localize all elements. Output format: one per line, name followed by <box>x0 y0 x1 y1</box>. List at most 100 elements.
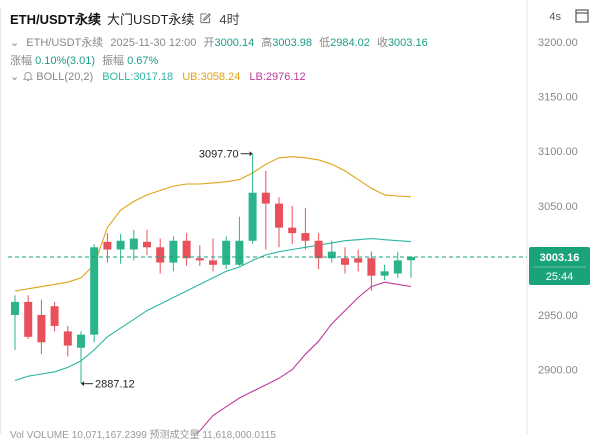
candle-down[interactable] <box>209 238 217 272</box>
candle-down[interactable] <box>275 197 283 248</box>
candle-body <box>103 241 112 250</box>
candle-body <box>63 331 72 346</box>
ohlc-collapse-icon[interactable]: ⌄ <box>10 37 20 49</box>
current-price-tag[interactable]: 3003.16 25:44 <box>529 246 590 285</box>
current-price-value: 3003.16 <box>540 252 580 264</box>
candle-down[interactable] <box>103 233 112 263</box>
candle-body <box>301 233 310 241</box>
candle-down[interactable] <box>261 170 270 250</box>
candle-down[interactable] <box>354 249 363 272</box>
boll-indicator-label[interactable]: BOLL(20,2) <box>36 71 94 83</box>
candle-body <box>327 251 336 259</box>
bell-icon[interactable] <box>23 71 34 81</box>
candle-up[interactable] <box>248 153 257 245</box>
low-value: 2984.02 <box>330 37 370 49</box>
candle-body <box>169 240 178 263</box>
boll-mid-value: BOLL:3017.18 <box>102 71 174 83</box>
candle-down[interactable] <box>37 299 46 355</box>
candle-body <box>393 260 402 274</box>
candle-body <box>195 258 204 261</box>
low-label: 低 <box>319 37 331 49</box>
candle-body <box>116 240 125 250</box>
high-label: 高 <box>261 37 273 49</box>
candle-down[interactable] <box>288 205 297 245</box>
low-price-annotation: 2887.12 <box>95 379 135 391</box>
candle-up[interactable] <box>90 244 99 343</box>
change-row: 涨幅 0.10%(3.01) 振幅 0.67% <box>10 52 158 68</box>
candle-down[interactable] <box>301 207 310 250</box>
high-price-annotation: 3097.70 <box>199 149 239 161</box>
high-marker-arrowhead <box>249 151 253 157</box>
y-axis-tick-label: 3050.00 <box>538 201 578 213</box>
candle-body <box>50 306 59 326</box>
boll-upper-band-line <box>14 156 412 292</box>
low-marker-arrowhead <box>81 381 84 387</box>
candle-up[interactable] <box>407 256 415 278</box>
candle-up[interactable] <box>116 234 125 264</box>
candle-up[interactable] <box>77 331 85 384</box>
candle-body <box>248 192 257 241</box>
candle-down[interactable] <box>156 238 165 274</box>
close-label: 收 <box>376 37 388 49</box>
candle-up[interactable] <box>169 236 178 272</box>
candle-down[interactable] <box>24 295 33 340</box>
amplitude-value: 0.67% <box>127 55 159 67</box>
candle-body <box>37 315 46 343</box>
candle-body <box>156 247 165 263</box>
candle-down[interactable] <box>50 301 59 332</box>
ohlc-symbol: ETH/USDT永续 <box>26 37 104 49</box>
candle-body <box>209 260 217 265</box>
high-value: 3003.98 <box>272 37 313 49</box>
candle-body <box>77 334 85 348</box>
candle-down[interactable] <box>367 251 376 291</box>
candle-up[interactable] <box>327 240 336 263</box>
candle-body <box>129 238 138 250</box>
candle-up[interactable] <box>380 264 389 281</box>
candle-body <box>275 203 283 228</box>
candle-countdown: 25:44 <box>546 271 574 283</box>
y-axis-tick-label: 3200.00 <box>538 37 578 49</box>
symbol-title[interactable]: ETH/USDT永续 <box>10 11 102 27</box>
ohlc-row: ⌄ ETH/USDT永续 2025-11-30 12:00 开3000.14 高… <box>10 34 428 50</box>
price-tag-box <box>529 246 590 285</box>
candle-down[interactable] <box>314 233 323 270</box>
candle-down[interactable] <box>195 245 204 266</box>
boll-upper-value: UB:3058.24 <box>182 71 241 83</box>
timeframe-label[interactable]: 4时 <box>219 11 240 27</box>
candle-down[interactable] <box>182 233 191 266</box>
candle-body <box>90 247 99 335</box>
candle-body <box>182 240 191 259</box>
candle-body <box>288 227 297 234</box>
y-axis-tick-label: 3100.00 <box>538 146 578 158</box>
candle-down[interactable] <box>63 325 72 357</box>
candle-up[interactable] <box>393 251 402 278</box>
boll-lower-value: LB:2976.12 <box>249 71 306 83</box>
candle-body <box>380 271 389 276</box>
change-value: 0.10%(3.01) <box>35 55 95 67</box>
candle-body <box>24 301 33 337</box>
candle-up[interactable] <box>222 236 231 270</box>
amplitude-label: 振幅 <box>102 55 125 67</box>
candle-body <box>261 192 270 204</box>
candle-up[interactable] <box>235 216 244 266</box>
candle-body <box>341 258 349 265</box>
candle-body <box>235 240 244 265</box>
chart-header: ETH/USDT永续 大门USDT永续 4时 <box>10 9 240 27</box>
boll-collapse-icon[interactable]: ⌄ <box>10 71 20 83</box>
candle-up[interactable] <box>11 295 19 350</box>
candle-body <box>11 301 19 315</box>
symbol-name: 大门USDT永续 <box>107 11 195 27</box>
open-value: 3000.14 <box>214 37 255 49</box>
candle-down[interactable] <box>143 229 151 255</box>
ohlc-datetime: 2025-11-30 12:00 <box>110 37 197 49</box>
candle-down[interactable] <box>341 247 349 274</box>
fullscreen-icon[interactable] <box>575 9 589 23</box>
candle-body <box>407 256 415 261</box>
candle-body <box>367 258 376 276</box>
edit-icon[interactable] <box>200 12 212 24</box>
y-axis-tick-label: 2900.00 <box>538 365 578 377</box>
candle-up[interactable] <box>129 229 138 261</box>
y-axis-tick-label: 2950.00 <box>538 310 578 322</box>
